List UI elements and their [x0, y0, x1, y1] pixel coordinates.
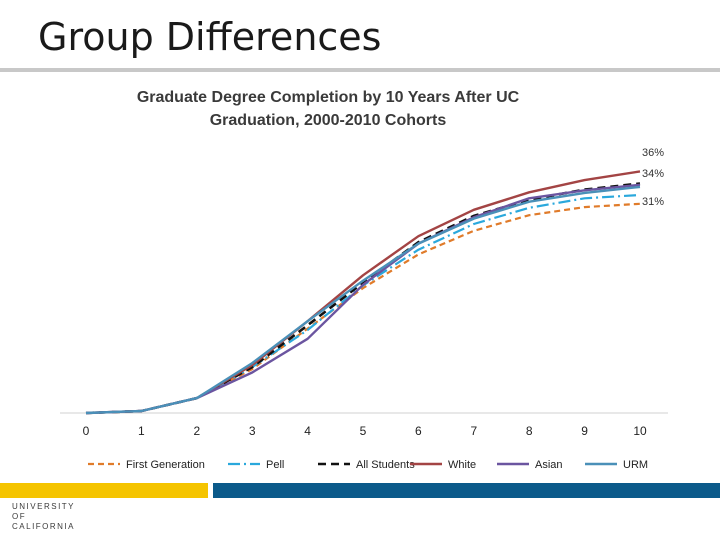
footer-blue-bar — [213, 483, 720, 498]
logo-line-1: UNIVERSITY — [12, 502, 76, 511]
logo-line-3: CALIFORNIA — [12, 522, 76, 531]
series-line-first-generation — [85, 202, 641, 415]
footer-gold-bar — [0, 483, 208, 498]
series-line-urm — [85, 185, 641, 415]
title-divider — [0, 68, 720, 72]
legend-label: All Students — [356, 459, 415, 471]
x-tick-label: 5 — [360, 424, 367, 438]
data-label-annotation: 36% — [642, 147, 664, 159]
chart-title-line-2: Graduation, 2000-2010 Cohorts — [210, 112, 447, 129]
legend-label: URM — [623, 459, 648, 471]
x-tick-label: 1 — [138, 424, 145, 438]
x-tick-label: 10 — [633, 424, 647, 438]
legend-label: First Generation — [126, 459, 205, 471]
x-tick-label: 8 — [526, 424, 533, 438]
x-tick-label: 0 — [83, 424, 90, 438]
x-tick-label: 6 — [415, 424, 422, 438]
x-tick-label: 7 — [470, 424, 477, 438]
series-line-pell — [85, 193, 641, 415]
x-tick-label: 3 — [249, 424, 256, 438]
series-line-white — [85, 170, 641, 415]
data-label-annotation: 34% — [642, 168, 664, 180]
legend-label: White — [448, 459, 476, 471]
data-label-annotation: 31% — [642, 196, 664, 208]
chart-title-line-1: Graduate Degree Completion by 10 Years A… — [137, 89, 520, 106]
university-logo: UNIVERSITY OF CALIFORNIA — [12, 502, 75, 532]
series-line-asian — [85, 183, 641, 415]
legend-label: Pell — [266, 459, 284, 471]
legend-label: Asian — [535, 459, 563, 471]
x-tick-label: 9 — [581, 424, 588, 438]
x-tick-label: 2 — [193, 424, 200, 438]
logo-line-2: OF — [12, 512, 27, 521]
slide-title: Group Differences — [38, 15, 382, 59]
line-chart: Graduate Degree Completion by 10 Years A… — [60, 89, 668, 471]
series-line-all-students — [85, 182, 641, 415]
x-tick-label: 4 — [304, 424, 311, 438]
